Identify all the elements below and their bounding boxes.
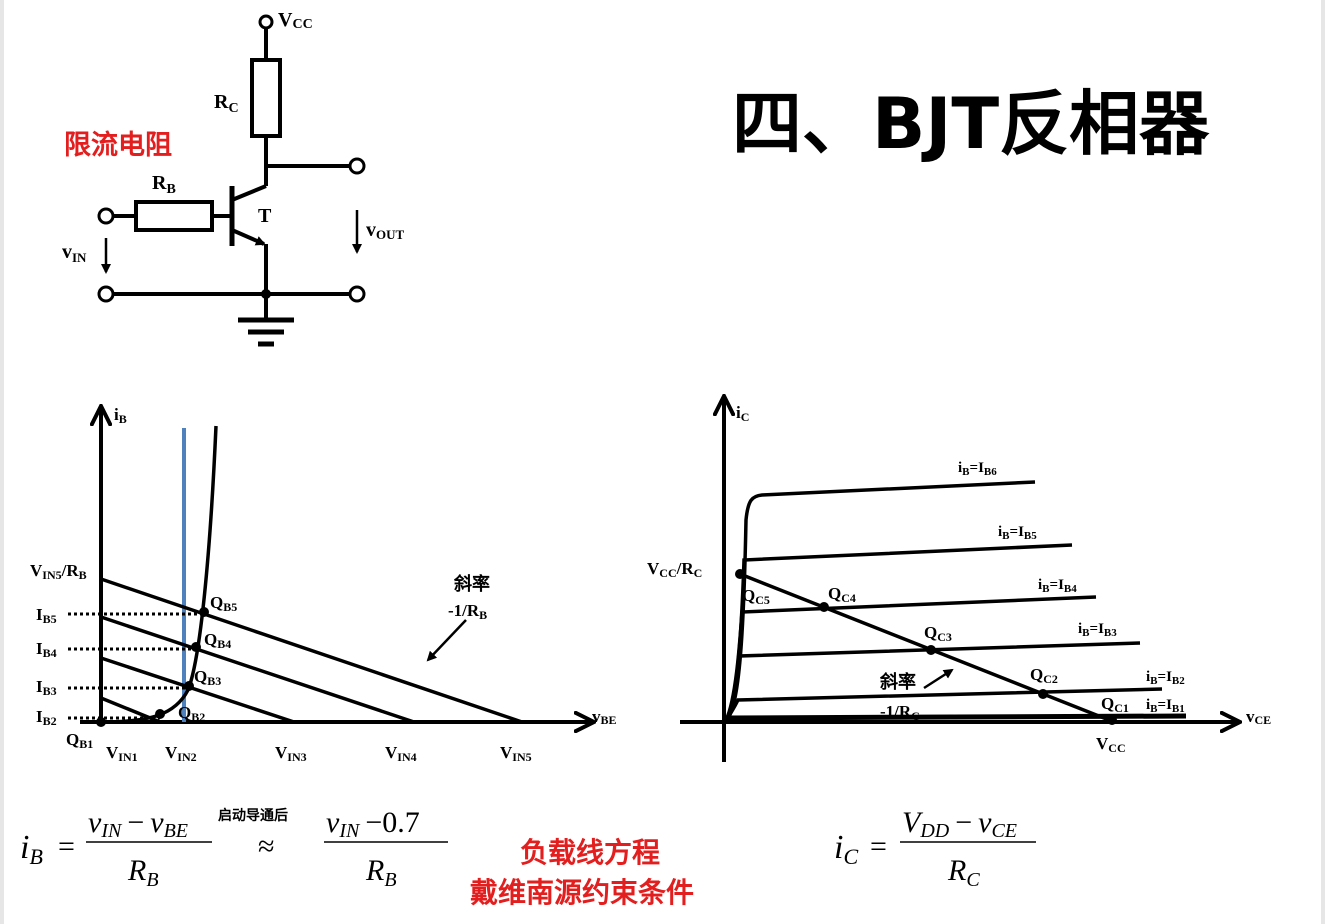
qb2-label: QB2: [178, 703, 205, 724]
ib4-label: IB4: [36, 639, 57, 660]
qc5-label: QC5: [742, 586, 770, 607]
load-line-1: [100, 696, 161, 724]
qc4-label: QC4: [828, 584, 856, 605]
slide-right-edge: [1321, 0, 1325, 924]
q-point-b5: [199, 607, 209, 617]
vcc-rc-label: VCC/RC: [647, 559, 702, 580]
slope-arrow-b-icon: [426, 619, 467, 662]
approx-note: 启动导通后: [218, 807, 288, 824]
ib3-label: IB3: [36, 677, 57, 698]
slope-arrow-c-icon: [923, 668, 954, 690]
vin3-tick: VIN3: [275, 743, 307, 764]
slope-text-c: 斜率: [879, 671, 916, 693]
eq2-denominator: RB: [365, 854, 397, 891]
ground-terminal-right: [348, 285, 366, 303]
ib1-curve-label: iB=IB1: [1146, 697, 1185, 715]
qb5-label: QB5: [210, 593, 237, 614]
ib5-label: IB5: [36, 605, 57, 626]
ib3-curve-label: iB=IB3: [1078, 621, 1117, 639]
vin1-tick: VIN1: [106, 743, 138, 764]
ground-icon: [238, 317, 294, 347]
rc-label: RC: [214, 91, 239, 116]
ib6-curve-label: iB=IB6: [958, 460, 997, 478]
qc2-label: QC2: [1030, 665, 1058, 686]
qb4-label: QB4: [204, 630, 231, 651]
load-line-2: [100, 656, 295, 724]
vcc-label: VCC: [278, 9, 313, 32]
q-point-c5: [735, 569, 745, 579]
q-point-c2: [1038, 689, 1048, 699]
slope-value-c: -1/RC: [880, 702, 920, 723]
vout-label: vOUT: [366, 219, 405, 242]
q-point-b1: [96, 717, 106, 727]
vbe-axis-label: vBE: [592, 707, 617, 727]
eq1-numerator: vIN − vBE: [88, 806, 188, 842]
vin5-tick: VIN5: [500, 743, 532, 764]
eq1-lhs: iB: [20, 829, 43, 869]
load-line-3: [100, 615, 415, 724]
ib2-label: IB2: [36, 707, 57, 728]
q-point-b4: [191, 642, 201, 652]
eq3-equals: =: [870, 830, 887, 863]
q-point-b3: [184, 681, 194, 691]
slide-left-edge: [0, 0, 4, 924]
eq3-denominator: RC: [947, 854, 980, 891]
thevenin-note: 戴维南源约束条件: [470, 876, 694, 909]
eq1-denominator: RB: [127, 854, 159, 891]
curve-ib1: [727, 713, 1187, 721]
q-point-c1: [1107, 715, 1117, 725]
load-line-note: 负载线方程: [520, 836, 660, 869]
qc3-label: QC3: [924, 623, 952, 644]
ib2-curve-label: iB=IB2: [1146, 669, 1185, 687]
eq3-numerator: VDD − vCE: [902, 806, 1017, 842]
resistor-rc: [250, 58, 282, 138]
ib5-curve-label: iB=IB5: [998, 524, 1037, 542]
ground-terminal-left: [97, 285, 115, 303]
vcc-tick: VCC: [1096, 734, 1126, 755]
resistor-rb: [134, 200, 214, 232]
vin-terminal: [97, 207, 115, 225]
ib-axis-label: iB: [114, 405, 127, 426]
vout-terminal: [348, 157, 366, 175]
slope-text-b: 斜率: [453, 573, 490, 595]
ib4-curve-label: iB=IB4: [1038, 577, 1077, 595]
vcc-terminal: [258, 14, 274, 30]
eq3-lhs: iC: [834, 829, 858, 869]
vce-axis-label: vCE: [1246, 707, 1271, 727]
qc1-label: QC1: [1101, 694, 1129, 715]
q-point-c4: [819, 602, 829, 612]
bjt-inverter-circuit: VCC RC RB T vIN vOUT 限流电阻: [62, 9, 405, 347]
vin4-tick: VIN4: [385, 743, 417, 764]
approx-symbol: ≈: [258, 830, 274, 863]
slope-value-b: -1/RB: [448, 601, 487, 622]
current-limit-note: 限流电阻: [64, 130, 172, 161]
curve-ib2: [724, 687, 1163, 722]
eq2-numerator: vIN −0.7: [326, 806, 420, 842]
vin5-rb-label: VIN5/RB: [30, 561, 87, 582]
vin2-tick: VIN2: [165, 743, 197, 764]
q-point-c3: [926, 645, 936, 655]
load-line-4: [100, 577, 523, 724]
transistor-label: T: [258, 205, 272, 227]
equation-ic: iC = VDD − vCE RC: [834, 806, 1036, 891]
rb-label: RB: [152, 172, 176, 197]
qb3-label: QB3: [194, 667, 221, 688]
qb1-label: QB1: [66, 730, 93, 751]
emitter-arrow-icon: [231, 228, 266, 246]
equation-ib: iB = vIN − vBE RB 启动导通后 ≈ vIN −0.7 RB: [20, 806, 448, 891]
ic-axis-label: iC: [736, 403, 749, 424]
input-characteristic-chart: iB vBE VIN5/RB IB5 IB4 IB3 IB2 QB1 QB2 Q…: [30, 405, 617, 764]
vin-label: vIN: [62, 241, 87, 265]
q-point-b2: [155, 709, 165, 719]
slide-title: 四、BJT反相器: [732, 83, 1210, 165]
output-characteristic-chart: iC vCE VCC/RC VCC iB=IB6 iB=IB5 iB=IB4 i…: [647, 398, 1271, 762]
eq1-equals: =: [58, 830, 75, 863]
